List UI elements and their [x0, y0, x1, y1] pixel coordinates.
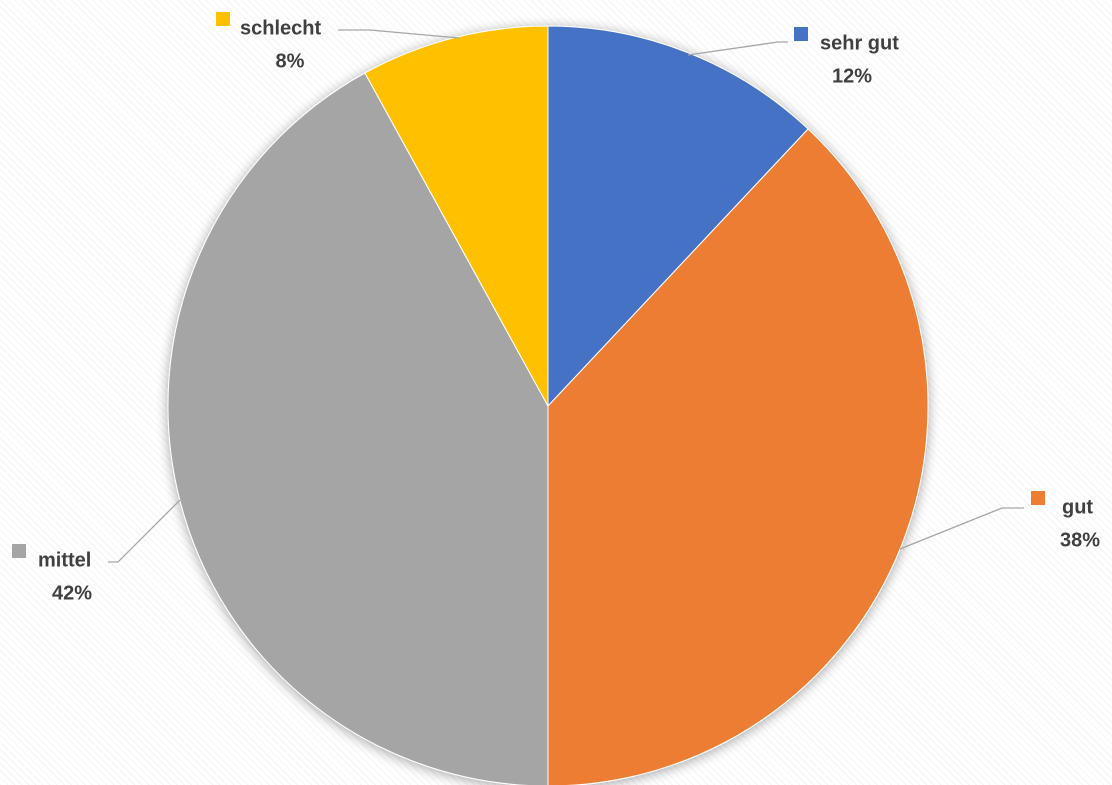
label-name-schlecht: schlecht — [240, 17, 321, 39]
slice-gut — [547, 128, 929, 785]
label-key-schlecht — [216, 12, 230, 26]
leader-lines — [108, 29, 1024, 563]
label-pct-sehr-gut: 12% — [832, 65, 872, 87]
label-name-sehr-gut: sehr gut — [820, 32, 899, 54]
leader-line-schlecht — [338, 29, 460, 39]
label-key-gut — [1031, 491, 1045, 505]
label-pct-mittel: 42% — [52, 582, 92, 604]
data-labels: sehr gut 12% gut 38% mittel 42% schlecht 8% — [12, 12, 1100, 604]
label-name-gut: gut — [1062, 496, 1093, 518]
leader-line-sehr-gut — [687, 41, 788, 56]
label-key-sehr-gut — [794, 27, 808, 41]
leader-line-mittel — [108, 499, 181, 563]
label-pct-schlecht: 8% — [276, 50, 305, 72]
label-key-mittel — [12, 544, 26, 558]
label-name-mittel: mittel — [38, 549, 91, 571]
slice-sehr-gut — [547, 25, 809, 408]
label-pct-gut: 38% — [1060, 529, 1100, 551]
pie-slices — [167, 25, 929, 785]
leader-line-gut — [899, 507, 1024, 550]
